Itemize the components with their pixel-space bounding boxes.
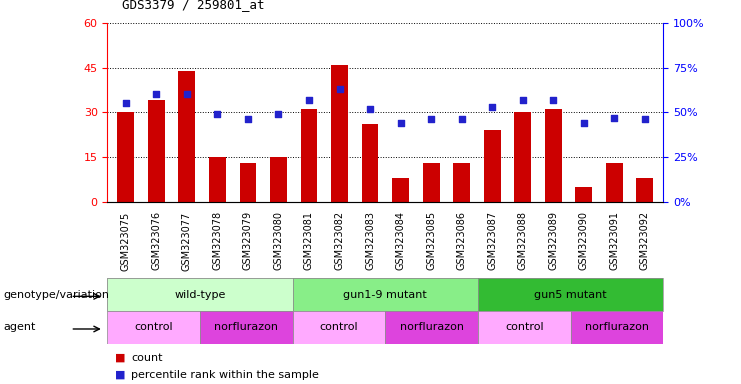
Point — [486, 104, 498, 110]
Bar — [478, 278, 663, 311]
Bar — [545, 109, 562, 202]
Text: GDS3379 / 259801_at: GDS3379 / 259801_at — [122, 0, 265, 12]
Bar — [576, 187, 592, 202]
Point — [242, 116, 254, 122]
Bar — [209, 157, 226, 202]
Bar — [571, 311, 663, 344]
Bar — [606, 163, 622, 202]
Text: control: control — [505, 322, 544, 333]
Bar — [200, 311, 293, 344]
Point — [608, 114, 620, 121]
Point — [395, 120, 407, 126]
Bar — [453, 163, 470, 202]
Bar — [331, 65, 348, 202]
Bar — [239, 163, 256, 202]
Bar — [293, 278, 478, 311]
Bar — [484, 130, 501, 202]
Bar — [107, 311, 200, 344]
Point — [516, 97, 528, 103]
Bar — [270, 157, 287, 202]
Bar — [148, 101, 165, 202]
Text: norflurazon: norflurazon — [214, 322, 279, 333]
Point — [456, 116, 468, 122]
Bar — [293, 311, 385, 344]
Point — [578, 120, 590, 126]
Text: agent: agent — [4, 322, 36, 333]
Text: norflurazon: norflurazon — [585, 322, 649, 333]
Bar — [422, 163, 439, 202]
Bar — [362, 124, 379, 202]
Point — [120, 100, 132, 106]
Point — [211, 111, 223, 117]
Point — [548, 97, 559, 103]
Bar — [478, 311, 571, 344]
Point — [181, 91, 193, 98]
Bar — [107, 278, 293, 311]
Text: gun5 mutant: gun5 mutant — [534, 290, 607, 300]
Text: control: control — [319, 322, 359, 333]
Text: norflurazon: norflurazon — [399, 322, 464, 333]
Bar — [301, 109, 317, 202]
Point — [425, 116, 437, 122]
Text: wild-type: wild-type — [174, 290, 226, 300]
Text: percentile rank within the sample: percentile rank within the sample — [131, 370, 319, 380]
Bar — [117, 112, 134, 202]
Bar — [514, 112, 531, 202]
Point — [150, 91, 162, 98]
Bar — [637, 178, 654, 202]
Bar — [385, 311, 478, 344]
Text: count: count — [131, 353, 163, 363]
Point — [333, 86, 345, 92]
Text: control: control — [134, 322, 173, 333]
Point — [364, 106, 376, 112]
Text: genotype/variation: genotype/variation — [4, 290, 110, 300]
Bar — [392, 178, 409, 202]
Text: ■: ■ — [115, 370, 125, 380]
Text: gun1-9 mutant: gun1-9 mutant — [343, 290, 428, 300]
Text: ■: ■ — [115, 353, 125, 363]
Point — [273, 111, 285, 117]
Point — [303, 97, 315, 103]
Bar — [179, 71, 195, 202]
Point — [639, 116, 651, 122]
